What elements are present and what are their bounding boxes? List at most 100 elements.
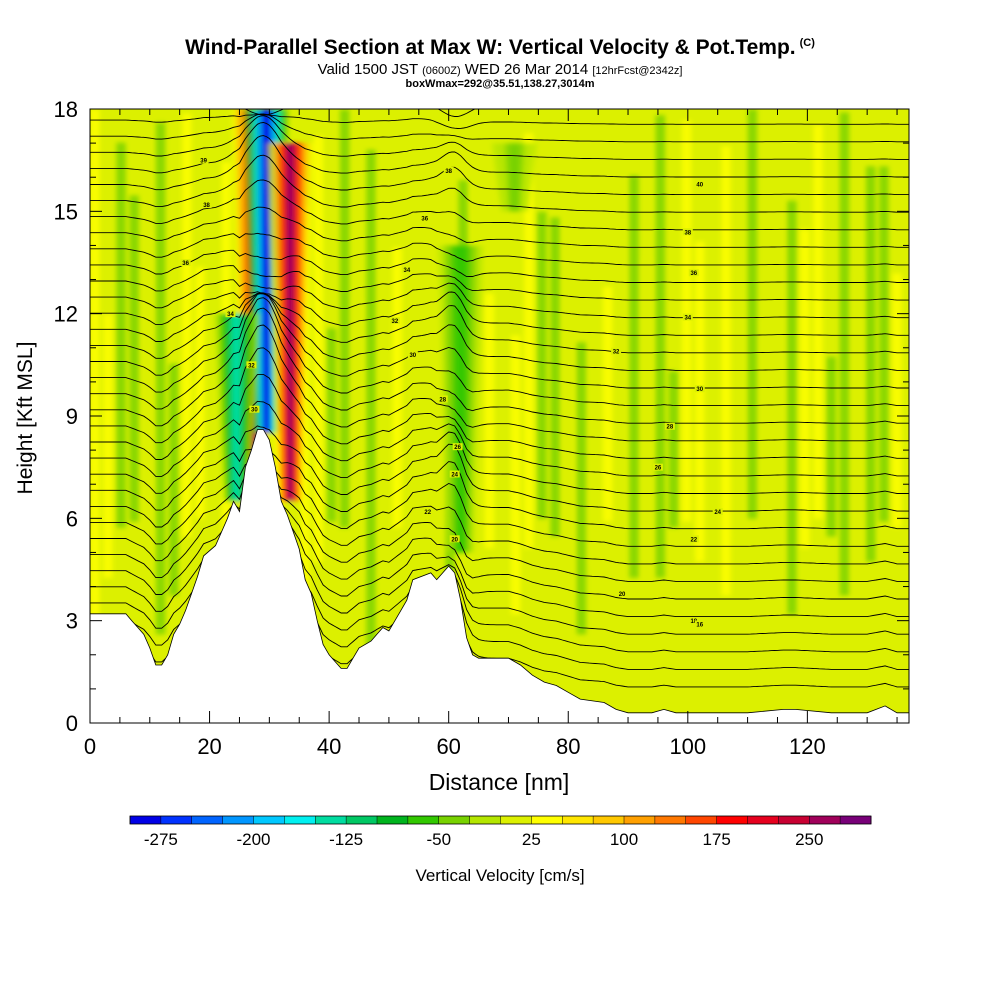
x-tick-label: 60 — [436, 734, 460, 759]
velocity-cell — [668, 371, 679, 528]
theta-label: 32 — [246, 361, 257, 369]
theta-label-bg — [401, 265, 412, 273]
theta-label-bg — [198, 156, 209, 164]
y-tick-label: 15 — [54, 199, 78, 224]
x-tick-label: 40 — [317, 734, 341, 759]
theta-label-bg — [688, 269, 699, 277]
theta-label-text: 36 — [690, 271, 697, 277]
theta-contour — [90, 265, 909, 301]
theta-label-text: 28 — [667, 425, 674, 431]
theta-label-bg — [452, 443, 463, 451]
velocity-cell — [800, 229, 810, 549]
colorbar-swatch — [438, 816, 471, 824]
theta-contour — [90, 471, 909, 582]
velocity-feature-core — [232, 313, 241, 502]
theta-label-text: 32 — [613, 350, 620, 356]
velocity-cell — [747, 109, 758, 519]
velocity-cell — [168, 363, 179, 596]
theta-label-bg — [688, 617, 699, 625]
theta-contour — [90, 122, 909, 178]
theta-label: 26 — [652, 463, 663, 472]
theta-label-text: 22 — [690, 537, 697, 543]
theta-contour — [90, 115, 909, 160]
colorbar-swatch — [500, 816, 532, 824]
theta-label-bg — [449, 470, 460, 478]
colorbar-tick-label: -125 — [329, 830, 363, 849]
velocity-cell — [694, 241, 705, 563]
velocity-cell — [195, 266, 205, 519]
x-tick-label: 120 — [789, 734, 826, 759]
theta-contour — [90, 468, 909, 565]
theta-label-text: 24 — [451, 472, 458, 478]
velocity-feature-core — [510, 143, 519, 212]
theta-label-bg — [712, 508, 723, 516]
velocity-cell — [392, 247, 403, 528]
theta-contour — [90, 114, 909, 129]
theta-label-bg — [437, 395, 448, 403]
colorbar-swatch — [191, 816, 224, 824]
velocity-cell — [405, 118, 416, 522]
velocity-cell — [484, 293, 495, 549]
theta-label-bg — [180, 259, 191, 266]
theta-contour — [90, 154, 909, 213]
velocity-cell — [339, 109, 350, 528]
box-info: boxWmax=292@35.51,138.27,3014m — [405, 78, 595, 90]
colorbar-swatch — [531, 816, 563, 824]
velocity-cell — [155, 122, 166, 635]
theta-label-bg — [201, 201, 212, 209]
colorbar-tick-label: -275 — [144, 830, 178, 849]
theta-contour — [90, 179, 909, 231]
velocity-cell — [879, 166, 889, 522]
theta-label-bg — [664, 422, 675, 430]
theta-contour — [90, 445, 909, 530]
theta-label: 38 — [201, 201, 212, 209]
theta-label-bg — [449, 535, 460, 543]
theta-label-text: 34 — [403, 268, 410, 274]
colorbar-swatch — [840, 816, 872, 824]
theta-label: 22 — [422, 508, 433, 516]
velocity-cell — [431, 116, 442, 635]
theta-label-bg — [694, 180, 705, 188]
theta-contour — [90, 459, 909, 547]
theta-label-text: 40 — [696, 183, 703, 189]
colorbar-swatch — [346, 816, 378, 824]
theta-label: 24 — [449, 470, 460, 478]
theta-label: 38 — [682, 228, 693, 236]
colorbar-swatch — [809, 816, 841, 824]
theta-contour — [90, 324, 909, 442]
valid-date: WED 26 Mar 2014 — [464, 61, 589, 78]
theta-label: 28 — [437, 395, 448, 403]
theta-label: 39 — [198, 156, 209, 165]
theta-contour — [90, 471, 909, 600]
theta-label: 20 — [449, 535, 460, 543]
velocity-cell — [773, 139, 784, 615]
theta-label-text: 32 — [248, 363, 255, 369]
theta-label-bg — [611, 347, 622, 355]
theta-label-text: 20 — [619, 592, 626, 598]
theta-label-text: 38 — [203, 203, 210, 209]
theta-label-text: 39 — [200, 159, 207, 165]
theta-label: 36 — [180, 259, 191, 267]
theta-label: 26 — [452, 443, 463, 451]
colorbar-label: Vertical Velocity [cm/s] — [415, 866, 584, 885]
theta-label: 36 — [419, 214, 430, 223]
velocity-cell — [629, 175, 639, 578]
theta-label-text: 30 — [409, 353, 416, 359]
theta-contour — [90, 373, 909, 477]
theta-label-text: 34 — [684, 316, 691, 322]
colorbar-tick-label: 25 — [522, 830, 541, 849]
theta-contour — [90, 292, 909, 354]
theta-label-bg — [389, 316, 400, 324]
colorbar-swatch — [716, 816, 748, 824]
theta-label-text: 18 — [690, 619, 697, 625]
colorbar-tick-label: 175 — [702, 830, 730, 849]
theta-label-text: 24 — [714, 510, 721, 516]
colorbar-swatch — [624, 816, 656, 824]
theta-label-bg — [694, 385, 705, 393]
theta-label-bg — [652, 463, 663, 471]
y-tick-label: 18 — [54, 97, 78, 122]
theta-contours — [90, 109, 909, 688]
theta-contour — [90, 135, 909, 196]
